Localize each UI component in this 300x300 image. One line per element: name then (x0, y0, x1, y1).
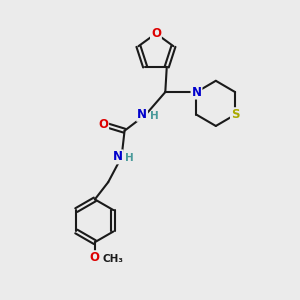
Text: CH₃: CH₃ (102, 254, 123, 264)
Text: O: O (151, 27, 161, 40)
Text: H: H (149, 111, 158, 121)
Text: N: N (191, 85, 202, 99)
Text: N: N (137, 108, 147, 121)
Text: S: S (231, 108, 239, 121)
Text: N: N (113, 150, 123, 164)
Text: O: O (98, 118, 108, 131)
Text: H: H (125, 153, 134, 164)
Text: O: O (90, 251, 100, 264)
